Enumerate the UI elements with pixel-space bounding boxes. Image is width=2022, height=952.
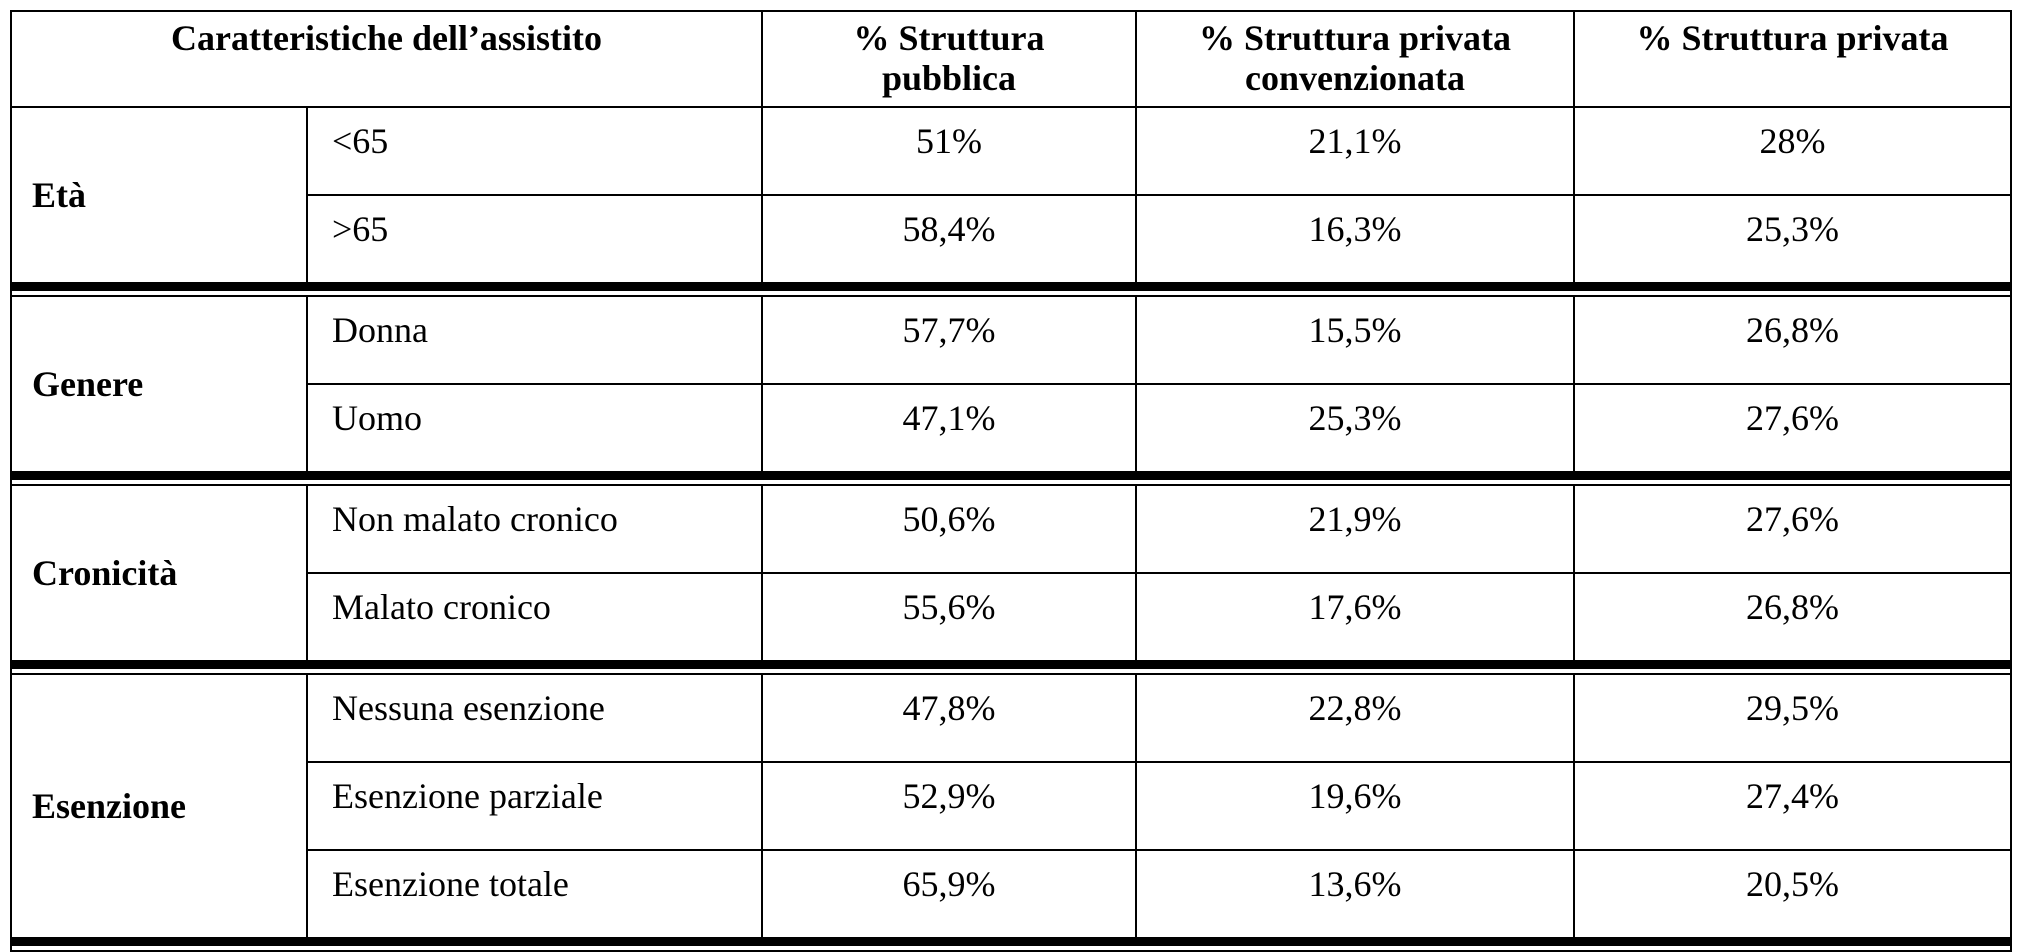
- value-cell: 52,9%: [761, 761, 1137, 851]
- data-row: Malato cronico 55,6% 17,6% 26,8%: [11, 572, 2012, 666]
- data-row: Uomo 47,1% 25,3% 27,6%: [11, 383, 2012, 477]
- value-cell: 28%: [1573, 106, 2012, 196]
- group-separator: [10, 471, 2012, 486]
- header-row: Caratteristiche dell’assistito % Struttur…: [10, 10, 2012, 108]
- value-cell: 15,5%: [1135, 295, 1575, 385]
- data-row: >65 58,4% 16,3% 25,3%: [11, 194, 2012, 288]
- group-label: Cronicità: [10, 484, 308, 666]
- value-cell: 22,8%: [1135, 673, 1575, 763]
- value-cell: 51%: [761, 106, 1137, 196]
- value-cell: 55,6%: [761, 572, 1137, 666]
- header-cell: % Struttura privata convenzionata: [1135, 10, 1575, 108]
- value-cell: 25,3%: [1135, 383, 1575, 477]
- value-cell: 29,5%: [1573, 673, 2012, 763]
- separator-line: [10, 282, 2012, 297]
- header-text: % Struttura privata convenzionata: [1199, 18, 1511, 98]
- header-cell: Caratteristiche dell’assistito: [10, 10, 763, 108]
- value-cell: 27,6%: [1573, 484, 2012, 574]
- group-label: Età: [10, 106, 308, 288]
- value-cell: 47,8%: [761, 673, 1137, 763]
- row-label: Malato cronico: [306, 572, 763, 666]
- header-cell: % Struttura privata: [1573, 10, 2012, 108]
- group-label: Genere: [10, 295, 308, 477]
- data-row: Esenzione Nessuna esenzione 47,8% 22,8% 29,5…: [10, 673, 2012, 943]
- row-label: Uomo: [306, 383, 763, 477]
- row-label: Nessuna esenzione: [306, 673, 763, 763]
- value-cell: 21,9%: [1135, 484, 1575, 574]
- value-cell: 19,6%: [1135, 761, 1575, 851]
- value-cell: 16,3%: [1135, 194, 1575, 288]
- row-label: Non malato cronico: [306, 484, 763, 574]
- data-row: Esenzione parziale 52,9% 19,6% 27,4%: [11, 761, 2012, 851]
- data-row: Genere Donna 57,7% 15,5% 26,8%: [10, 295, 2012, 477]
- data-row: Cronicità Non malato cronico 50,6% 21,9% 27,…: [10, 484, 2012, 666]
- group-separator: [10, 282, 2012, 297]
- data-table: Caratteristiche dell’assistito % Struttur…: [10, 10, 2012, 952]
- value-cell: 50,6%: [761, 484, 1137, 574]
- data-row: Età <65 51% 21,1% 28%: [10, 106, 2012, 288]
- row-label: Esenzione parziale: [306, 761, 763, 851]
- row-label: <65: [306, 106, 763, 196]
- value-cell: 58,4%: [761, 194, 1137, 288]
- value-cell: 21,1%: [1135, 106, 1575, 196]
- separator-line: [10, 660, 2012, 675]
- value-cell: 17,6%: [1135, 572, 1575, 666]
- group-label: Esenzione: [10, 673, 308, 943]
- row-label: Donna: [306, 295, 763, 385]
- group-separator: [10, 660, 2012, 675]
- row-label: >65: [306, 194, 763, 288]
- value-cell: 26,8%: [1573, 572, 2012, 666]
- value-cell: 25,3%: [1573, 194, 2012, 288]
- value-cell: 27,6%: [1573, 383, 2012, 477]
- header-text: % Struttura pubblica: [853, 18, 1045, 98]
- separator-line: [10, 471, 2012, 486]
- value-cell: 57,7%: [761, 295, 1137, 385]
- header-text: % Struttura privata: [1636, 18, 1949, 58]
- value-cell: 47,1%: [761, 383, 1137, 477]
- separator-line: [10, 937, 2012, 952]
- header-cell: % Struttura pubblica: [761, 10, 1137, 108]
- header-text: Caratteristiche dell’assistito: [171, 18, 602, 58]
- group-separator: [10, 937, 2012, 952]
- value-cell: 27,4%: [1573, 761, 2012, 851]
- page: {"table": { "header": ["Caratteristiche …: [10, 10, 2012, 952]
- value-cell: 26,8%: [1573, 295, 2012, 385]
